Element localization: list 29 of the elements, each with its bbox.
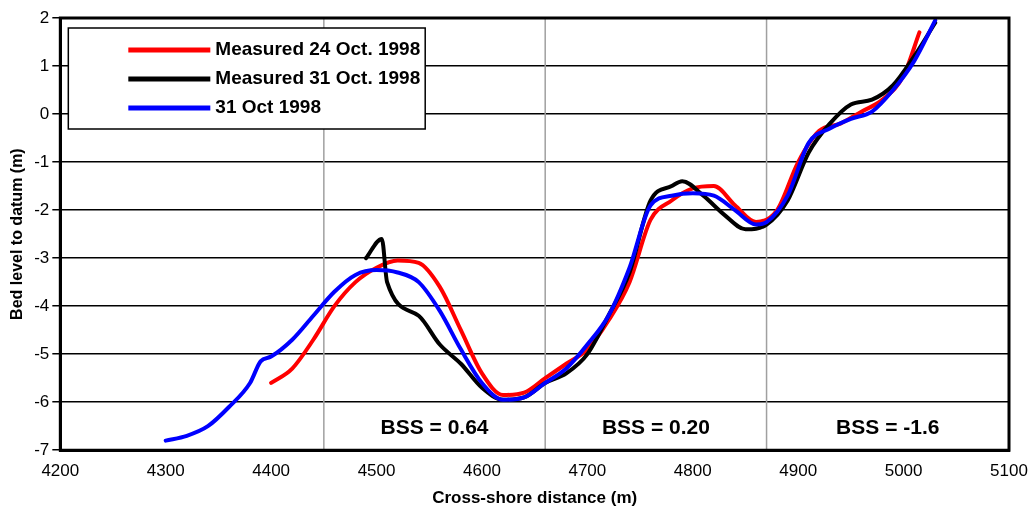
x-tick-label: 4900 xyxy=(779,461,818,481)
x-tick-label: 5000 xyxy=(884,461,923,481)
y-tick-label: 2 xyxy=(39,7,50,27)
y-tick-label: 1 xyxy=(39,55,50,75)
y-tick-label: -6 xyxy=(34,391,50,411)
x-tick-label: 5100 xyxy=(990,461,1028,481)
legend-label: Measured 31 Oct. 1998 xyxy=(215,67,421,89)
annotation: BSS = 0.64 xyxy=(380,415,489,438)
line-series xyxy=(163,18,938,443)
x-tick-label: 4200 xyxy=(41,461,80,481)
x-tick-label: 4500 xyxy=(357,461,396,481)
y-tick-label: -7 xyxy=(34,439,50,459)
x-tick-label: 4700 xyxy=(568,461,607,481)
legend-label: Measured 24 Oct. 1998 xyxy=(215,38,421,60)
x-axis-title: Cross-shore distance (m) xyxy=(432,488,638,508)
y-tick-label: -2 xyxy=(34,199,50,219)
x-tick-label: 4800 xyxy=(673,461,712,481)
y-tick-label: -4 xyxy=(34,295,50,315)
y-tick-label: -1 xyxy=(34,151,50,171)
y-tick-label: 0 xyxy=(39,103,50,123)
annotation: BSS = 0.20 xyxy=(601,415,710,438)
y-tick-label: -3 xyxy=(34,247,50,267)
x-tick-label: 4600 xyxy=(463,461,501,481)
x-tick-label: 4400 xyxy=(252,461,291,481)
annotation: BSS = -1.6 xyxy=(836,415,940,438)
legend-label: 31 Oct 1998 xyxy=(215,96,321,118)
x-tick-label: 4300 xyxy=(146,461,185,481)
y-tick-label: -5 xyxy=(34,343,50,363)
y-axis-title: Bed level to datum (m) xyxy=(8,148,26,320)
